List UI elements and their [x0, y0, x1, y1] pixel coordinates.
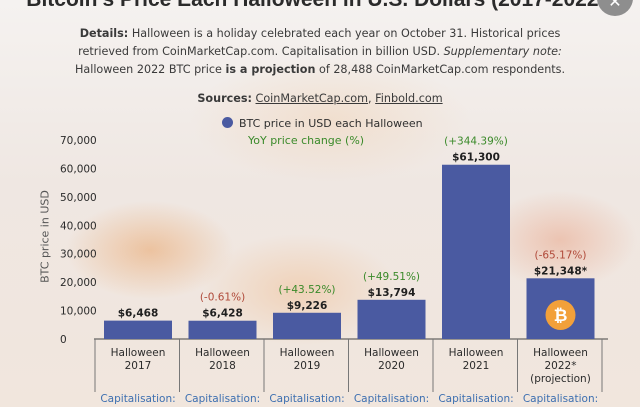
bar	[273, 312, 341, 339]
bitcoin-icon	[545, 300, 576, 330]
bar-value-label: $6,428	[202, 308, 243, 320]
bar-value-label: $6,468	[118, 308, 159, 320]
bar-value-label: $9,226	[287, 300, 328, 312]
category-label: Halloween	[449, 347, 504, 359]
bar	[104, 320, 172, 339]
details-text-2-bold: is a projection	[225, 63, 316, 76]
capitalisation-label: Capitalisation:	[523, 393, 598, 405]
details-label: Details:	[79, 27, 129, 40]
category-label: 2019	[294, 360, 321, 372]
bitcoin-symbol: ₿	[554, 306, 568, 326]
legend-swatch	[222, 117, 233, 128]
details-text: Details: Halloween is a holiday celebrat…	[60, 25, 580, 79]
source-link-finbold[interactable]: Finbold.com	[375, 92, 443, 105]
category-label: 2018	[209, 360, 236, 372]
bar-value-label: $21,348*	[534, 265, 588, 277]
legend-yoy: YoY price change (%)	[248, 134, 365, 147]
y-tick-label: 50,000	[60, 192, 97, 204]
y-tick-label: 60,000	[60, 163, 97, 175]
y-tick-label: 70,000	[60, 135, 97, 147]
capitalisation-label: Capitalisation:	[100, 393, 175, 405]
y-tick-label: 40,000	[60, 220, 97, 232]
y-tick-label: 30,000	[60, 249, 97, 261]
category-label: Halloween	[195, 347, 250, 359]
capitalisation-label: Capitalisation:	[438, 393, 513, 405]
bar-value-label: $61,300	[452, 152, 500, 164]
yoy-change-label: (+49.51%)	[363, 271, 420, 283]
sources-line: Sources: CoinMarketCap.com, Finbold.com	[0, 92, 640, 105]
supplementary-note-label: Supplementary note:	[443, 45, 562, 58]
capitalisation-label: Capitalisation:	[269, 393, 344, 405]
details-text-1: Halloween is a holiday celebrated each y…	[78, 27, 561, 58]
category-label: Halloween	[364, 347, 419, 359]
capitalisation-label: Capitalisation:	[185, 393, 260, 405]
category-label: 2021	[463, 360, 490, 372]
bar	[442, 164, 510, 339]
close-icon[interactable]: ✕	[597, 0, 633, 16]
y-tick-label: 20,000	[60, 277, 97, 289]
bar	[357, 299, 426, 339]
details-text-3: of 28,488 CoinMarketCap.com respondents.	[315, 63, 566, 76]
source-link-coinmarketcap[interactable]: CoinMarketCap.com	[255, 92, 369, 105]
legend-price: BTC price in USD each Halloween	[222, 117, 423, 130]
y-tick-label: 10,000	[60, 306, 97, 318]
category-label: 2022*	[545, 360, 577, 372]
bar	[188, 320, 257, 339]
category-label: Halloween	[533, 347, 588, 359]
category-label: 2017	[125, 360, 152, 372]
details-text-2: Halloween 2022 BTC price	[74, 63, 226, 76]
yoy-change-label: (+43.52%)	[278, 284, 335, 296]
category-label: Halloween	[280, 347, 335, 359]
sources-label: Sources:	[197, 92, 252, 105]
yoy-change-label: (+344.39%)	[444, 136, 508, 148]
category-label: Halloween	[111, 347, 166, 359]
bar-value-label: $13,794	[368, 287, 416, 299]
y-tick-label: 0	[60, 334, 67, 346]
yoy-change-label: (-65.17%)	[534, 249, 586, 261]
category-label: (projection)	[530, 373, 591, 385]
legend-price-label: BTC price in USD each Halloween	[239, 117, 423, 130]
chart-title: Bitcoin's Price Each Halloween in U.S. D…	[0, 0, 640, 12]
sources-separator: ,	[368, 92, 376, 105]
yoy-change-label: (-0.61%)	[200, 292, 245, 304]
capitalisation-label: Capitalisation:	[354, 393, 429, 405]
category-label: 2020	[378, 360, 405, 372]
